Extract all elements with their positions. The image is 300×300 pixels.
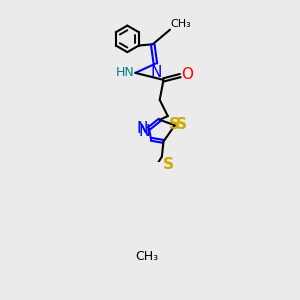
Text: CH₃: CH₃ xyxy=(136,250,159,262)
Text: S: S xyxy=(176,117,187,132)
Text: CH₃: CH₃ xyxy=(171,19,191,29)
Text: N: N xyxy=(139,124,150,139)
Text: S: S xyxy=(163,158,174,172)
Text: N: N xyxy=(137,121,148,136)
Text: N: N xyxy=(151,65,162,80)
Text: O: O xyxy=(181,67,193,82)
Text: HN: HN xyxy=(116,66,135,80)
Text: S: S xyxy=(169,117,180,132)
